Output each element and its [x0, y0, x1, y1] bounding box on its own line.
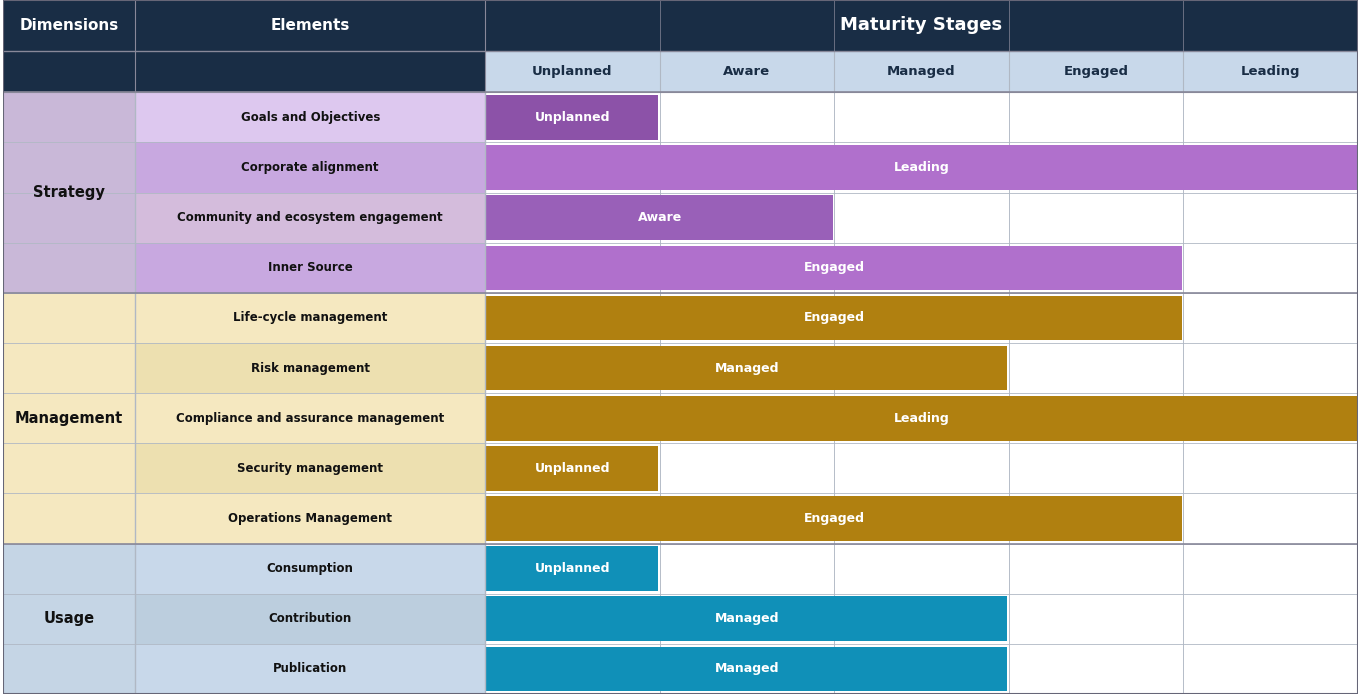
Bar	[485, 0, 1358, 51]
Bar	[485, 644, 1358, 694]
Text: Leading: Leading	[1241, 65, 1301, 78]
Bar	[486, 95, 659, 139]
Bar	[485, 293, 1358, 343]
Bar	[485, 92, 1358, 142]
Bar	[136, 92, 485, 142]
Bar	[834, 51, 1009, 92]
Bar	[486, 296, 1181, 340]
Bar	[3, 92, 136, 293]
Text: Managed: Managed	[887, 65, 956, 78]
Bar	[485, 443, 1358, 493]
Bar	[486, 647, 1008, 691]
Bar	[485, 593, 1358, 644]
Text: Managed: Managed	[714, 612, 779, 625]
Bar	[486, 396, 1357, 441]
Text: Dimensions: Dimensions	[19, 18, 118, 33]
Bar	[136, 393, 485, 443]
Bar	[3, 51, 136, 92]
Text: Elements: Elements	[270, 18, 350, 33]
Bar	[136, 443, 485, 493]
Bar	[136, 0, 485, 51]
Bar	[136, 493, 485, 543]
Bar	[486, 596, 1008, 641]
Bar	[1009, 51, 1183, 92]
Bar	[485, 243, 1358, 293]
Bar	[486, 546, 659, 591]
Text: Management: Management	[15, 411, 124, 425]
Text: Maturity Stages: Maturity Stages	[841, 17, 1002, 34]
Bar	[485, 192, 1358, 243]
Text: Operations Management: Operations Management	[228, 512, 392, 525]
Text: Goals and Objectives: Goals and Objectives	[240, 111, 380, 124]
Bar	[3, 543, 136, 694]
Text: Engaged: Engaged	[804, 312, 865, 324]
Text: Engaged: Engaged	[804, 512, 865, 525]
Bar	[136, 293, 485, 343]
Text: Inner Source: Inner Source	[268, 262, 353, 274]
Bar	[136, 543, 485, 593]
Text: Unplanned: Unplanned	[535, 462, 610, 475]
Bar	[3, 293, 136, 543]
Text: Leading: Leading	[894, 161, 949, 174]
Bar	[485, 393, 1358, 443]
Text: Risk management: Risk management	[251, 362, 369, 375]
Bar	[485, 493, 1358, 543]
Text: Publication: Publication	[273, 663, 348, 675]
Bar	[136, 593, 485, 644]
Bar	[486, 145, 1357, 190]
Bar	[486, 496, 1181, 541]
Text: Managed: Managed	[714, 362, 779, 375]
Text: Security management: Security management	[238, 462, 383, 475]
Text: Strategy: Strategy	[33, 185, 105, 200]
Text: Consumption: Consumption	[266, 562, 353, 575]
Text: Engaged: Engaged	[1063, 65, 1128, 78]
Bar	[136, 243, 485, 293]
Bar	[486, 196, 832, 240]
Text: Corporate alignment: Corporate alignment	[242, 161, 379, 174]
Text: Usage: Usage	[43, 611, 95, 626]
Text: Managed: Managed	[714, 663, 779, 675]
Text: Aware: Aware	[637, 211, 682, 224]
Text: Unplanned: Unplanned	[535, 111, 610, 124]
Text: Life-cycle management: Life-cycle management	[234, 312, 387, 324]
Bar	[485, 343, 1358, 393]
Text: Unplanned: Unplanned	[532, 65, 612, 78]
Bar	[486, 446, 659, 491]
Bar	[486, 246, 1181, 290]
Bar	[486, 346, 1008, 390]
Bar	[136, 644, 485, 694]
Bar	[3, 0, 136, 51]
Bar	[136, 192, 485, 243]
Bar	[1183, 51, 1358, 92]
Bar	[136, 51, 485, 92]
Text: Unplanned: Unplanned	[535, 562, 610, 575]
Text: Compliance and assurance management: Compliance and assurance management	[177, 412, 444, 425]
Bar	[485, 543, 1358, 593]
Bar	[660, 51, 834, 92]
Text: Leading: Leading	[894, 412, 949, 425]
Text: Engaged: Engaged	[804, 262, 865, 274]
Text: Aware: Aware	[724, 65, 770, 78]
Text: Contribution: Contribution	[269, 612, 352, 625]
Text: Community and ecosystem engagement: Community and ecosystem engagement	[178, 211, 443, 224]
Bar	[485, 51, 660, 92]
Bar	[136, 343, 485, 393]
Bar	[485, 142, 1358, 193]
Bar	[136, 142, 485, 193]
